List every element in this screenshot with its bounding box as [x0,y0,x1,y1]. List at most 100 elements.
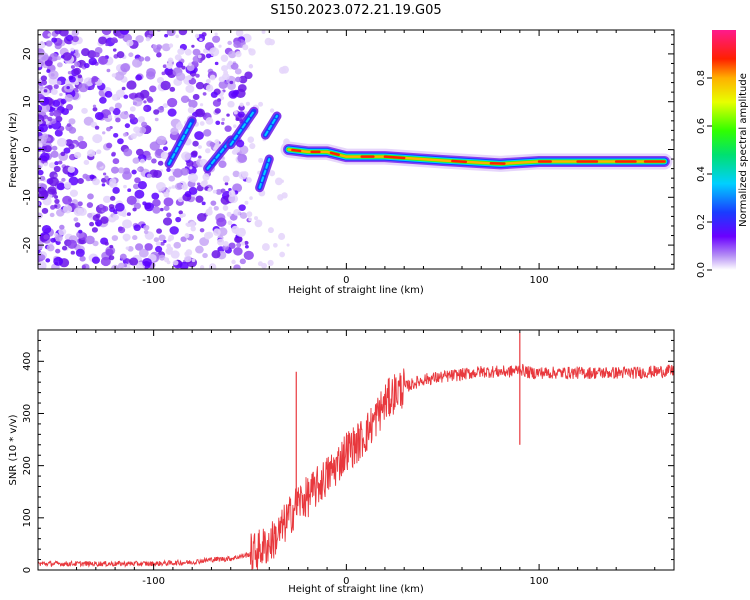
noise-blob [134,189,145,199]
noise-blob [232,170,240,178]
noise-blob [61,108,70,115]
y-tick-label: -20 [22,237,33,253]
noise-blob [171,185,176,189]
x-tick-label: 0 [343,275,349,286]
noise-blob [119,30,130,35]
noise-blob [133,202,142,210]
noise-blob [87,50,97,59]
noise-blob [104,175,109,180]
noise-blob [163,205,170,211]
noise-blob [102,172,107,176]
x-tick-label: 0 [343,576,349,587]
noise-blob [172,168,183,178]
noise-blob [77,135,84,142]
noise-blob [180,236,187,243]
noise-blob [235,117,240,121]
noise-blob [142,257,152,267]
noise-blob [101,30,112,36]
noise-blob [177,197,184,203]
noise-blob [144,56,151,62]
noise-blob [233,40,242,49]
noise-blob [208,263,217,269]
noise-blob [268,38,275,46]
noise-blob [62,204,73,214]
noise-blob [115,117,121,123]
noise-blob [176,72,186,81]
noise-blob [268,170,276,177]
noise-blob [126,80,137,90]
colorbar-tick-label: 0.2 [696,214,707,230]
noise-blob [138,126,147,134]
noise-blob [244,71,253,80]
noise-blob [111,151,117,156]
noise-blob [258,101,264,107]
noise-blob [224,182,229,186]
noise-blob [149,85,157,93]
noise-blob [59,93,63,97]
noise-blob [53,109,62,118]
noise-blob [168,234,175,241]
spectrogram-x-axis-label: Height of straight line (km) [288,285,424,296]
noise-blob [175,34,179,39]
noise-blob [217,238,225,246]
y-tick-label: 400 [22,352,33,371]
noise-blob [254,219,263,228]
noise-blob [230,62,239,70]
noise-blob [166,62,173,69]
noise-blob [40,103,51,113]
noise-blob [155,245,163,253]
noise-blob [172,260,179,266]
noise-blob [158,234,166,242]
noise-blob [73,67,82,75]
noise-blob [63,181,72,189]
noise-blob [135,74,143,81]
noise-blob [124,123,131,129]
noise-blob [174,54,182,61]
noise-blob [248,64,254,69]
noise-blob [205,117,214,125]
noise-blob [122,233,131,241]
noise-blob [47,186,57,195]
noise-blob [144,243,153,251]
noise-blob [165,247,173,255]
noise-blob [78,83,89,93]
noise-blob [110,195,116,201]
noise-blob [167,108,177,117]
noise-blob [85,235,95,245]
noise-blob [237,111,245,118]
noise-blob [162,146,168,151]
noise-blob [41,225,52,234]
colorbar-tick-label: 0.0 [696,262,707,278]
noise-blob [53,174,58,178]
noise-blob [133,42,137,46]
noise-blob [161,71,166,76]
ridge-peak [291,148,302,153]
noise-blob [125,246,130,250]
noise-blob [132,207,137,212]
noise-blob [96,161,104,168]
noise-blob [196,182,201,186]
noise-blob [121,212,127,218]
noise-blob [112,214,120,221]
noise-blob [162,103,168,109]
noise-blob [248,48,256,56]
noise-blob [137,181,147,190]
noise-blob [111,73,117,78]
snr-panel: -100 0 100 0 100 200 300 400 Height of straight… [8,329,675,595]
noise-blob [227,220,233,226]
noise-blob [98,36,107,45]
noise-blob [45,40,53,47]
noise-blob [146,155,152,161]
noise-blob [121,86,126,91]
noise-blob [201,201,206,206]
noise-blob [261,30,266,34]
noise-blob [222,205,229,211]
noise-blob [168,43,174,48]
noise-blob [156,135,167,146]
noise-blob [239,212,248,219]
noise-blob [280,179,284,183]
noise-blob [138,56,145,62]
noise-blob [70,47,75,52]
noise-blob [200,180,207,188]
noise-blob [189,221,196,228]
